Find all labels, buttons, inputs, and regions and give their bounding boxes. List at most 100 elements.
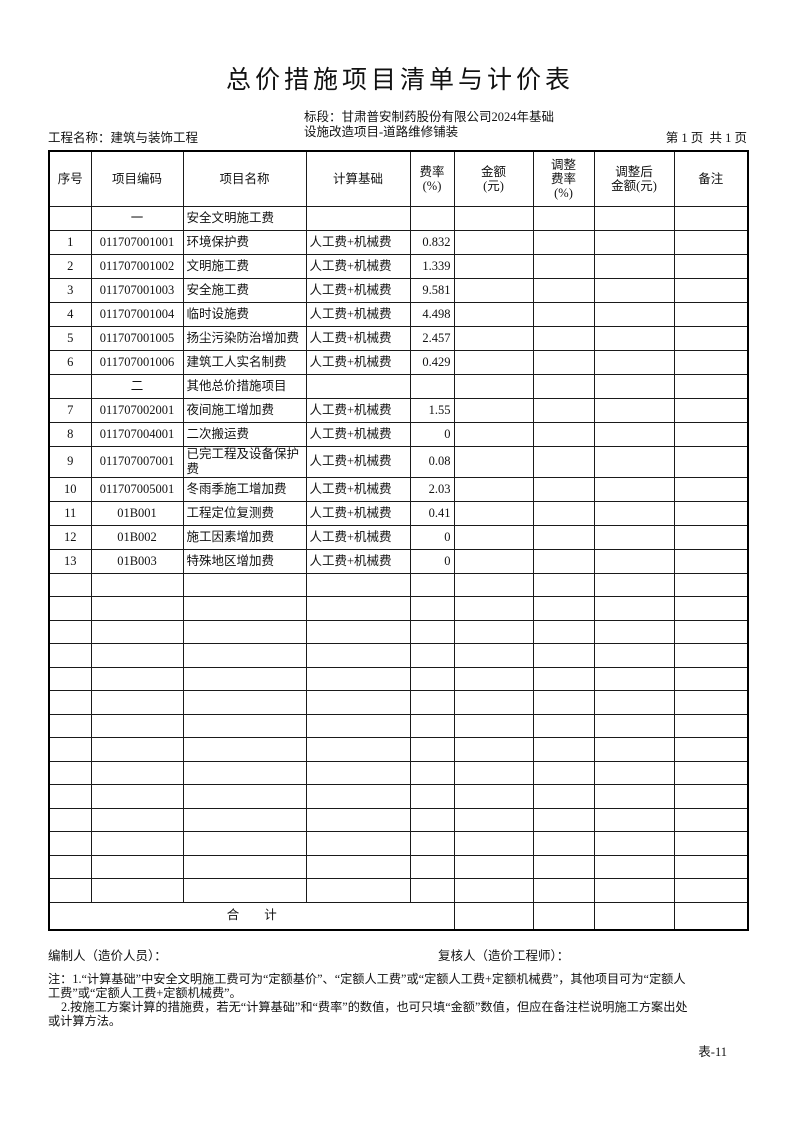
cell-no: 3 <box>48 277 92 303</box>
cell-remark <box>673 301 749 327</box>
cell-amount <box>453 301 534 327</box>
empty-row <box>48 784 749 809</box>
column-header-4: 费率 (%) <box>409 150 455 207</box>
bid-section-line1: 标段：甘肃普安制药股份有限公司2024年基础 <box>304 110 555 124</box>
cell-adjusted-amount <box>593 277 675 303</box>
cell-name: 二次搬运费 <box>182 421 307 447</box>
cell-name: 夜间施工增加费 <box>182 397 307 423</box>
empty-cell <box>90 572 184 597</box>
cell-rate: 1.339 <box>409 253 455 279</box>
empty-cell <box>532 807 595 832</box>
cell-adjusted-rate <box>532 500 595 526</box>
empty-row <box>48 690 749 715</box>
column-header-2: 项目名称 <box>182 150 307 207</box>
cell-name: 安全文明施工费 <box>182 205 307 231</box>
note-line: 工费”或“定额人工费+定额机械费”。 <box>48 986 242 1000</box>
cell-no <box>48 205 92 231</box>
cell-basis: 人工费+机械费 <box>305 301 411 327</box>
cell-amount <box>453 253 534 279</box>
empty-cell <box>409 807 455 832</box>
cell-basis: 人工费+机械费 <box>305 500 411 526</box>
cell-no: 13 <box>48 548 92 574</box>
empty-cell <box>48 690 92 715</box>
cell-amount <box>453 277 534 303</box>
cell-rate: 0.41 <box>409 500 455 526</box>
bid-section-line2: 设施改造项目-道路维修铺装 <box>304 125 459 139</box>
empty-cell <box>48 784 92 809</box>
cell-adjusted-amount <box>593 500 675 526</box>
empty-cell <box>593 784 675 809</box>
empty-cell <box>673 807 749 832</box>
cell-adjusted-amount <box>593 397 675 423</box>
cell-rate: 4.498 <box>409 301 455 327</box>
cell-basis: 人工费+机械费 <box>305 325 411 351</box>
empty-cell <box>182 666 307 691</box>
cell-amount <box>453 229 534 255</box>
cell-adjusted-amount <box>593 253 675 279</box>
empty-cell <box>593 760 675 785</box>
cell-no: 11 <box>48 500 92 526</box>
cell-code: 011707001005 <box>90 325 184 351</box>
empty-cell <box>453 619 534 644</box>
cell-adjusted-amount <box>593 229 675 255</box>
cell-code: 01B001 <box>90 500 184 526</box>
table-row: 8 011707004001 二次搬运费 人工费+机械费 0 <box>48 421 749 447</box>
cell-no: 2 <box>48 253 92 279</box>
cell-rate: 0 <box>409 548 455 574</box>
empty-cell <box>532 643 595 668</box>
cell-remark <box>673 476 749 502</box>
cell-adjusted-rate <box>532 548 595 574</box>
cell-remark <box>673 548 749 574</box>
empty-cell <box>453 760 534 785</box>
empty-cell <box>90 596 184 621</box>
empty-cell <box>182 619 307 644</box>
column-header-5: 金额 (元) <box>453 150 534 207</box>
cell-basis: 人工费+机械费 <box>305 397 411 423</box>
cell-name: 建筑工人实名制费 <box>182 349 307 375</box>
cell-no: 5 <box>48 325 92 351</box>
empty-cell <box>532 713 595 738</box>
cell-name: 文明施工费 <box>182 253 307 279</box>
cell-name: 安全施工费 <box>182 277 307 303</box>
empty-cell <box>182 854 307 879</box>
cell-amount <box>453 500 534 526</box>
empty-cell <box>409 619 455 644</box>
cell-code: 01B002 <box>90 524 184 550</box>
cell-basis: 人工费+机械费 <box>305 349 411 375</box>
empty-cell <box>182 690 307 715</box>
table-row: 11 01B001 工程定位复测费 人工费+机械费 0.41 <box>48 500 749 526</box>
empty-cell <box>48 737 92 762</box>
table-row: 7 011707002001 夜间施工增加费 人工费+机械费 1.55 <box>48 397 749 423</box>
cell-basis: 人工费+机械费 <box>305 229 411 255</box>
empty-cell <box>532 572 595 597</box>
cell-rate: 9.581 <box>409 277 455 303</box>
table-row: 10 011707005001 冬雨季施工增加费 人工费+机械费 2.03 <box>48 476 749 502</box>
empty-cell <box>182 878 307 903</box>
empty-cell <box>90 643 184 668</box>
cell-code: 一 <box>90 205 184 231</box>
cell-remark <box>673 277 749 303</box>
measures-table: 序号 项目编码 项目名称 计算基础 费率 (%) 金额 (元) 调整 费率 (%) 调整后 金… <box>48 150 749 931</box>
cell-adjusted-amount <box>593 445 675 478</box>
empty-row <box>48 831 749 856</box>
cell-rate: 0.832 <box>409 229 455 255</box>
cell-rate: 0.429 <box>409 349 455 375</box>
empty-cell <box>409 690 455 715</box>
cell-adjusted-amount <box>593 301 675 327</box>
empty-cell <box>305 666 411 691</box>
cell-adjusted-rate <box>532 253 595 279</box>
table-row: 2 011707001002 文明施工费 人工费+机械费 1.339 <box>48 253 749 279</box>
empty-cell <box>593 690 675 715</box>
column-header-3: 计算基础 <box>305 150 411 207</box>
empty-cell <box>90 760 184 785</box>
empty-cell <box>453 737 534 762</box>
cell-adjusted-rate <box>532 524 595 550</box>
empty-cell <box>182 807 307 832</box>
empty-row <box>48 596 749 621</box>
cell-code: 011707002001 <box>90 397 184 423</box>
empty-cell <box>453 572 534 597</box>
cell-rate: 0 <box>409 421 455 447</box>
empty-cell <box>593 643 675 668</box>
empty-cell <box>532 596 595 621</box>
cell-no: 9 <box>48 445 92 478</box>
